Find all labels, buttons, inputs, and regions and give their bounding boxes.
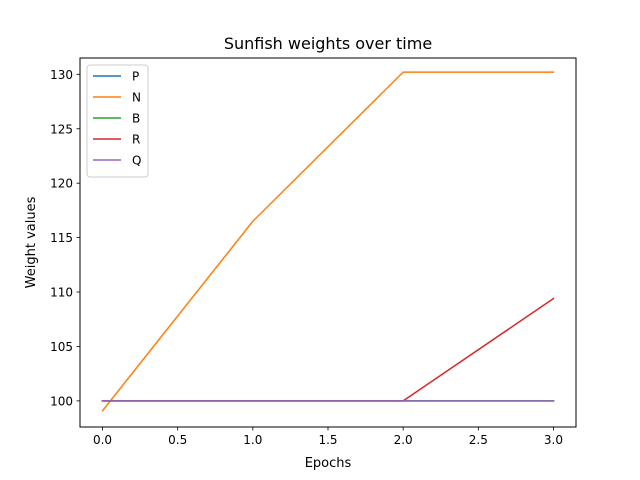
x-axis-ticks: 0.0 0.5 1.0 1.5 2.0 2.5 3.0 xyxy=(93,427,563,447)
y-axis-label: Weight values xyxy=(24,196,39,288)
legend-box xyxy=(86,64,149,178)
y-axis-ticks: 100 105 110 115 120 125 130 xyxy=(50,68,80,408)
legend-label-R: R xyxy=(132,133,140,147)
plot-lines xyxy=(101,71,555,412)
legend-label-N: N xyxy=(132,91,141,105)
x-tick-label: 2.0 xyxy=(394,433,413,447)
y-tick-label: 110 xyxy=(50,286,73,300)
x-tick-label: 1.0 xyxy=(243,433,262,447)
y-tick-label: 105 xyxy=(50,340,73,354)
x-tick-label: 3.0 xyxy=(544,433,563,447)
x-tick-label: 2.5 xyxy=(469,433,488,447)
series-line-N xyxy=(101,71,555,412)
y-tick-label: 125 xyxy=(50,122,73,136)
x-axis-label: Epochs xyxy=(305,456,352,471)
y-tick-label: 100 xyxy=(50,394,73,408)
x-tick-label: 1.5 xyxy=(318,433,337,447)
y-tick-label: 115 xyxy=(50,231,73,245)
y-tick-label: 130 xyxy=(50,68,73,82)
x-tick-label: 0.0 xyxy=(93,433,112,447)
legend-label-P: P xyxy=(132,70,139,84)
legend-label-B: B xyxy=(132,112,140,126)
legend-label-Q: Q xyxy=(132,154,141,168)
x-tick-label: 0.5 xyxy=(168,433,187,447)
chart-title: Sunfish weights over time xyxy=(224,34,432,53)
y-tick-label: 120 xyxy=(50,177,73,191)
